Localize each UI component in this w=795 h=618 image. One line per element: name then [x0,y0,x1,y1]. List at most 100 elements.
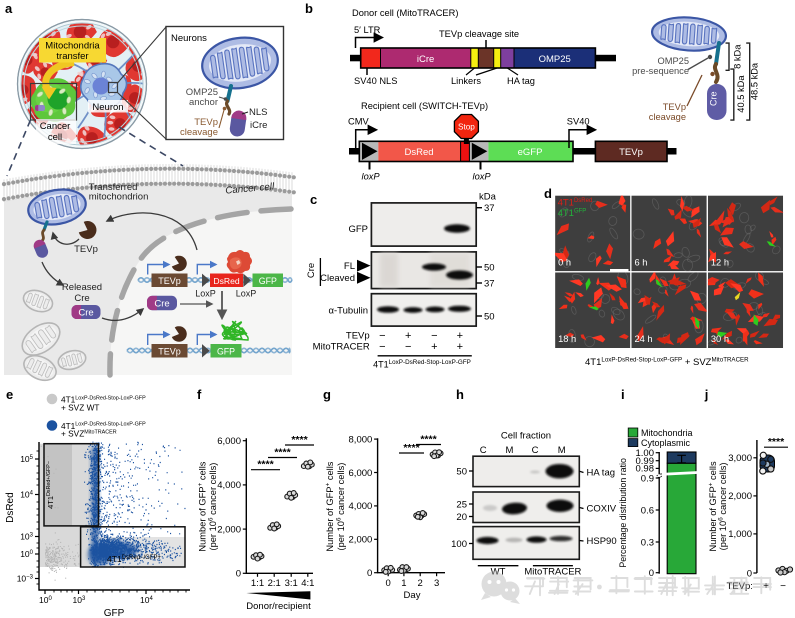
svg-text:4T1LoxP-DsRed-Stop-LoxP-GFP +: 4T1LoxP-DsRed-Stop-LoxP-GFP + SVZMitoTRA… [585,356,749,368]
svg-text:0.6: 0.6 [641,505,654,516]
svg-text:anchor: anchor [189,97,218,108]
svg-text:M: M [558,445,566,456]
svg-text:5′ LTR: 5′ LTR [354,25,381,35]
svg-text:−: − [431,330,437,342]
svg-text:+: + [457,341,463,353]
svg-text:Transferred: Transferred [89,182,138,193]
svg-text:100: 100 [20,549,33,559]
svg-text:−: − [405,341,411,353]
svg-text:M: M [506,445,514,456]
svg-text:Cre: Cre [74,293,89,304]
svg-text:0: 0 [747,568,752,579]
svg-text:HSP90: HSP90 [587,536,617,547]
svg-text:Cancer cell: Cancer cell [225,181,276,196]
svg-text:WT: WT [491,567,506,578]
svg-text:−: − [780,581,786,592]
svg-text:105: 105 [20,454,33,464]
svg-text:Cancer: Cancer [40,121,71,132]
svg-text:(per 106 cancer cells): (per 106 cancer cells) [717,462,728,550]
svg-text:+: + [457,330,463,342]
svg-text:Linkers: Linkers [451,76,481,86]
svg-text:TEVp: TEVp [663,102,686,112]
svg-text:0.9: 0.9 [641,473,654,484]
svg-text:100: 100 [39,595,52,605]
svg-text:Day: Day [404,590,421,601]
svg-text:4T1LoxP-DsRed-Stop-LoxP-GFP: 4T1LoxP-DsRed-Stop-LoxP-GFP [61,421,146,431]
svg-text:TEVp: TEVp [74,244,98,255]
svg-text:α-Tubulin: α-Tubulin [329,306,368,317]
svg-text:103: 103 [73,595,86,605]
svg-text:3:1: 3:1 [285,578,298,589]
svg-text:50: 50 [456,466,467,477]
svg-text:NLS: NLS [249,107,267,118]
svg-text:MitoTRACER: MitoTRACER [313,342,370,353]
svg-text:6,000: 6,000 [217,436,241,447]
svg-text:GFP: GFP [104,608,125,618]
svg-text:(per 106 cancer cells): (per 106 cancer cells) [208,463,219,551]
svg-text:Cleaved: Cleaved [320,273,355,284]
svg-text:a: a [5,1,13,16]
svg-text:2: 2 [418,578,423,589]
svg-text:4,000: 4,000 [217,480,241,491]
svg-text:Cre: Cre [306,263,317,278]
svg-text:eGFP: eGFP [518,147,543,158]
svg-text:LoxP: LoxP [236,289,257,299]
svg-text:1.00: 1.00 [636,448,655,459]
svg-text:TEVp: TEVp [158,276,181,286]
svg-text:37: 37 [484,203,495,214]
svg-text:GFP: GFP [217,347,235,357]
svg-text:3,000: 3,000 [728,453,752,464]
svg-text:d: d [544,186,552,201]
svg-text:cleavage: cleavage [649,112,686,122]
svg-text:2:1: 2:1 [268,578,281,589]
svg-text:0 h: 0 h [558,257,571,267]
svg-text:37: 37 [484,279,495,290]
svg-text:j: j [704,387,709,402]
svg-text:20: 20 [456,512,467,523]
svg-text:Donor/recipient: Donor/recipient [246,601,311,612]
svg-text:8,000: 8,000 [349,434,373,445]
svg-text:f: f [197,387,202,402]
svg-text:Mitochondria: Mitochondria [641,428,693,438]
svg-text:103: 103 [20,532,33,542]
svg-text:b: b [305,1,313,16]
svg-text:g: g [323,387,331,402]
svg-text:Cell fraction: Cell fraction [501,431,551,442]
svg-text:30 h: 30 h [711,334,729,344]
svg-text:8 kDa: 8 kDa [733,44,743,69]
svg-text:0: 0 [367,568,372,579]
svg-text:****: **** [274,447,291,459]
svg-text:+ SVZMitoTRACER: + SVZMitoTRACER [61,429,117,439]
svg-text:mitochondrion: mitochondrion [89,192,149,203]
svg-text:3: 3 [434,578,439,589]
svg-text:18 h: 18 h [558,334,576,344]
svg-text:2,000: 2,000 [728,491,752,502]
svg-text:Mitochondria: Mitochondria [45,41,100,52]
svg-text:i: i [621,387,625,402]
svg-text:cleavage: cleavage [180,127,218,138]
svg-text:100: 100 [451,539,467,550]
svg-text:0: 0 [386,578,391,589]
svg-text:****: **** [768,436,785,448]
svg-text:48.5 kDa: 48.5 kDa [750,62,760,100]
svg-text:CMV: CMV [348,117,369,127]
svg-text:Stop: Stop [458,123,475,132]
svg-text:loxP: loxP [473,172,492,182]
svg-text:DsRed: DsRed [213,276,239,286]
svg-text:SV40 NLS: SV40 NLS [354,76,397,86]
svg-text:TEVp:: TEVp: [727,581,753,592]
svg-text:−: − [379,330,385,342]
svg-text:MitoTRACER: MitoTRACER [524,567,581,578]
svg-text:0: 0 [236,569,241,580]
svg-text:Number of GFP+ cells: Number of GFP+ cells [707,461,718,551]
svg-text:6 h: 6 h [635,257,648,267]
svg-text:e: e [6,387,13,402]
svg-text:4,000: 4,000 [349,501,373,512]
svg-text:−: − [379,341,385,353]
svg-text:Number of GFP+ cells: Number of GFP+ cells [325,461,336,551]
svg-text:TEVp: TEVp [158,347,181,357]
svg-text:4T1GFP: 4T1GFP [558,208,587,219]
svg-text:****: **** [257,459,274,471]
svg-text:C: C [480,445,487,456]
svg-text:0.98: 0.98 [636,464,655,475]
